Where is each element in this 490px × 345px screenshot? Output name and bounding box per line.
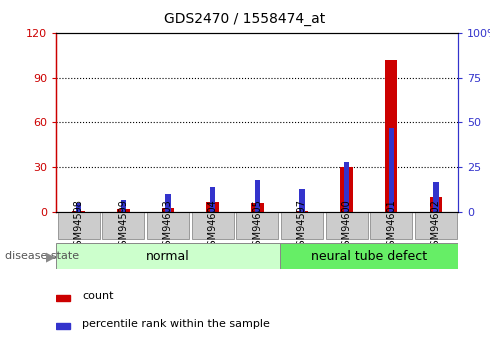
Bar	[430, 197, 442, 212]
Text: GSM94601: GSM94601	[386, 199, 396, 252]
Bar	[117, 209, 129, 212]
Text: ▶: ▶	[46, 250, 55, 264]
Bar	[385, 60, 397, 212]
Bar	[251, 203, 264, 212]
Bar	[299, 189, 305, 212]
Bar	[210, 187, 215, 212]
Text: count: count	[82, 291, 114, 301]
Bar	[206, 202, 219, 212]
FancyBboxPatch shape	[281, 212, 323, 239]
Text: GSM94603: GSM94603	[163, 199, 173, 252]
Bar	[73, 211, 85, 212]
Text: GSM94604: GSM94604	[208, 199, 218, 252]
Bar	[389, 128, 394, 212]
FancyBboxPatch shape	[58, 212, 99, 239]
Text: GSM94600: GSM94600	[342, 199, 351, 252]
FancyBboxPatch shape	[102, 212, 144, 239]
Text: GSM94599: GSM94599	[118, 199, 128, 252]
Text: GSM94597: GSM94597	[297, 199, 307, 252]
Text: neural tube defect: neural tube defect	[311, 250, 427, 263]
Bar	[280, 243, 458, 269]
Bar	[56, 243, 280, 269]
FancyBboxPatch shape	[370, 212, 412, 239]
Bar	[165, 194, 171, 212]
Bar	[121, 200, 126, 212]
Text: GSM94602: GSM94602	[431, 199, 441, 252]
FancyBboxPatch shape	[325, 212, 368, 239]
Bar	[56, 323, 71, 329]
Text: percentile rank within the sample: percentile rank within the sample	[82, 319, 270, 329]
Bar	[340, 167, 353, 212]
Bar	[295, 211, 308, 212]
Bar	[344, 162, 349, 212]
FancyBboxPatch shape	[415, 212, 457, 239]
Text: disease state: disease state	[5, 251, 79, 261]
Bar	[56, 295, 71, 301]
Text: GSM94598: GSM94598	[74, 199, 84, 252]
FancyBboxPatch shape	[192, 212, 234, 239]
Bar	[76, 203, 81, 212]
Text: GSM94605: GSM94605	[252, 199, 262, 252]
Bar	[255, 180, 260, 212]
Text: GDS2470 / 1558474_at: GDS2470 / 1558474_at	[164, 12, 326, 26]
Bar	[162, 208, 174, 212]
Bar	[433, 182, 439, 212]
Text: normal: normal	[146, 250, 190, 263]
FancyBboxPatch shape	[236, 212, 278, 239]
FancyBboxPatch shape	[147, 212, 189, 239]
